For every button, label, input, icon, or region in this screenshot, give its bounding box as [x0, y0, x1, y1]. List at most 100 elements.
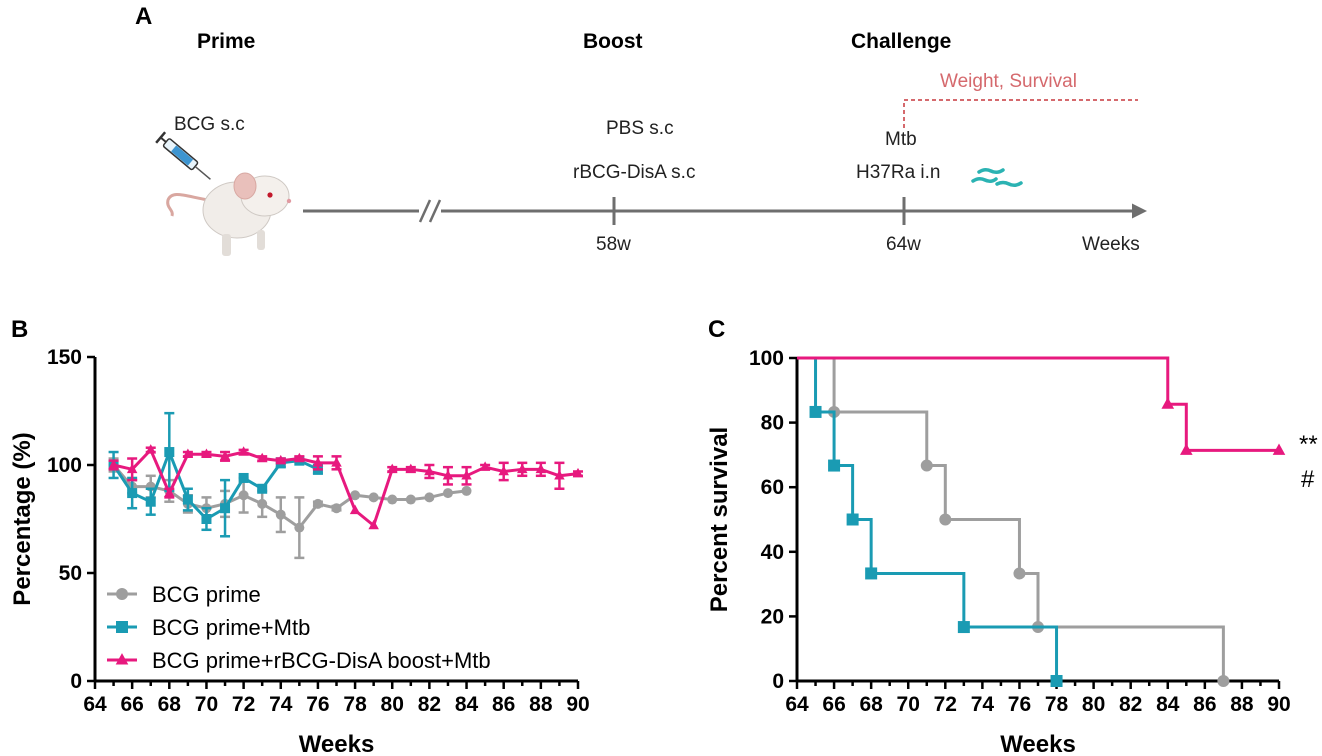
data-point — [294, 452, 305, 463]
event-marker — [1161, 397, 1175, 409]
survival-chart-annotations: ** # — [1299, 431, 1318, 493]
data-point — [350, 490, 361, 501]
significance-hash: # — [1301, 466, 1315, 493]
series-circle — [108, 457, 472, 560]
data-point — [182, 494, 193, 505]
x-tick-label: 64 — [785, 693, 809, 716]
survival-chart: C 64 66 68 70 72 74 76 78 80 82 84 86 88 90 0 20 40 60 80 1… — [706, 316, 1318, 756]
x-tick-label: 72 — [934, 693, 957, 716]
weight-chart-axes: 64 66 68 70 72 74 76 78 80 82 84 86 88 90 0 50 100 150 Wee… — [9, 346, 590, 756]
survival-step-line — [797, 356, 1279, 452]
panel-a-letter: A — [135, 3, 152, 30]
x-tick-label: 74 — [971, 693, 995, 716]
data-point — [424, 492, 435, 503]
prime-route-label: BCG s.c — [174, 114, 245, 135]
data-point — [201, 448, 212, 458]
x-tick-label: 68 — [859, 693, 883, 716]
data-point — [572, 467, 584, 478]
data-point — [220, 503, 231, 514]
y-axis-title: Percent survival — [706, 427, 733, 612]
x-tick-label: 88 — [529, 693, 553, 716]
stage-boost-label: Boost — [583, 30, 643, 53]
data-point — [127, 488, 138, 499]
y-tick-label: 0 — [70, 670, 82, 693]
significance-stars: ** — [1299, 431, 1318, 458]
legend-marker — [115, 653, 129, 665]
data-point — [331, 503, 342, 514]
legend-label: BCG prime+rBCG-DisA boost+Mtb — [152, 648, 491, 673]
event-marker — [1180, 443, 1193, 455]
x-tick-label: 88 — [1230, 693, 1254, 716]
data-point — [312, 457, 324, 467]
y-axis-title: Percentage (%) — [9, 432, 36, 605]
data-point — [108, 459, 119, 469]
x-tick-label: 80 — [1082, 693, 1105, 716]
x-tick-label: 86 — [1193, 693, 1216, 716]
y-tick-label: 100 — [47, 454, 82, 477]
data-point — [368, 519, 379, 530]
weight-chart-legend: BCG prime BCG prime+Mtb BCG prime+rBCG-Dis… — [107, 582, 491, 673]
y-tick-label: 80 — [761, 412, 784, 435]
stage-prime-label: Prime — [197, 30, 255, 53]
data-point — [517, 463, 528, 474]
y-tick-label: 100 — [749, 347, 784, 370]
x-tick-label: 84 — [1156, 693, 1180, 716]
data-point — [256, 452, 268, 463]
survival-triangle — [797, 356, 1286, 455]
survival-square — [797, 356, 1063, 687]
mouse-icon — [166, 172, 292, 256]
x-tick-label: 78 — [343, 693, 367, 716]
event-marker — [846, 513, 859, 526]
data-point — [349, 504, 361, 515]
y-tick-label: 50 — [59, 562, 82, 585]
stage-challenge-label: Challenge — [851, 30, 951, 53]
challenge-strain-label: H37Ra i.n — [856, 162, 941, 183]
legend-marker — [116, 588, 128, 600]
event-marker — [809, 405, 822, 418]
panel-b-letter: B — [11, 316, 28, 343]
boost-rbcg-label: rBCG-DisA s.c — [573, 162, 695, 183]
x-tick-label: 66 — [120, 693, 143, 716]
x-tick-label: 84 — [455, 693, 479, 716]
survival-chart-series — [797, 356, 1286, 687]
x-tick-label: 74 — [269, 693, 293, 716]
data-point — [275, 509, 286, 520]
timeline-axis-label: Weeks — [1082, 234, 1140, 255]
data-point — [164, 447, 175, 458]
y-tick-label: 0 — [772, 670, 784, 693]
data-point — [312, 498, 323, 509]
legend-label: BCG prime+Mtb — [152, 615, 310, 640]
data-point — [442, 488, 453, 499]
weight-chart-series — [108, 411, 584, 560]
data-point — [424, 465, 435, 476]
data-point — [238, 446, 249, 456]
x-axis-title: Weeks — [1000, 731, 1076, 756]
data-point — [554, 470, 565, 480]
data-point — [368, 492, 379, 503]
x-tick-label: 76 — [306, 693, 329, 716]
data-point — [535, 463, 547, 474]
event-marker — [1272, 443, 1286, 455]
x-tick-label: 70 — [195, 693, 218, 716]
weight-chart: B 64 66 68 70 72 74 76 78 80 82 84 86 88 90 0 50 100 150 W… — [9, 316, 590, 756]
readout-label: Weight, Survival — [940, 71, 1077, 92]
axis-break-marker — [418, 199, 442, 223]
x-tick-label: 82 — [1119, 693, 1142, 716]
data-point — [386, 463, 398, 474]
data-point — [331, 457, 342, 467]
x-tick-label: 86 — [492, 693, 515, 716]
data-point — [405, 463, 417, 474]
x-tick-label: 70 — [897, 693, 920, 716]
x-tick-label: 64 — [83, 693, 107, 716]
x-tick-label: 82 — [418, 693, 441, 716]
data-point — [145, 444, 156, 454]
y-tick-label: 60 — [761, 476, 784, 499]
data-point — [405, 494, 416, 505]
event-marker — [957, 621, 970, 634]
series-triangle — [108, 444, 584, 530]
data-point — [126, 463, 138, 474]
series-square — [108, 411, 323, 538]
x-tick-label: 90 — [1267, 693, 1290, 716]
panel-c-letter: C — [708, 316, 725, 343]
